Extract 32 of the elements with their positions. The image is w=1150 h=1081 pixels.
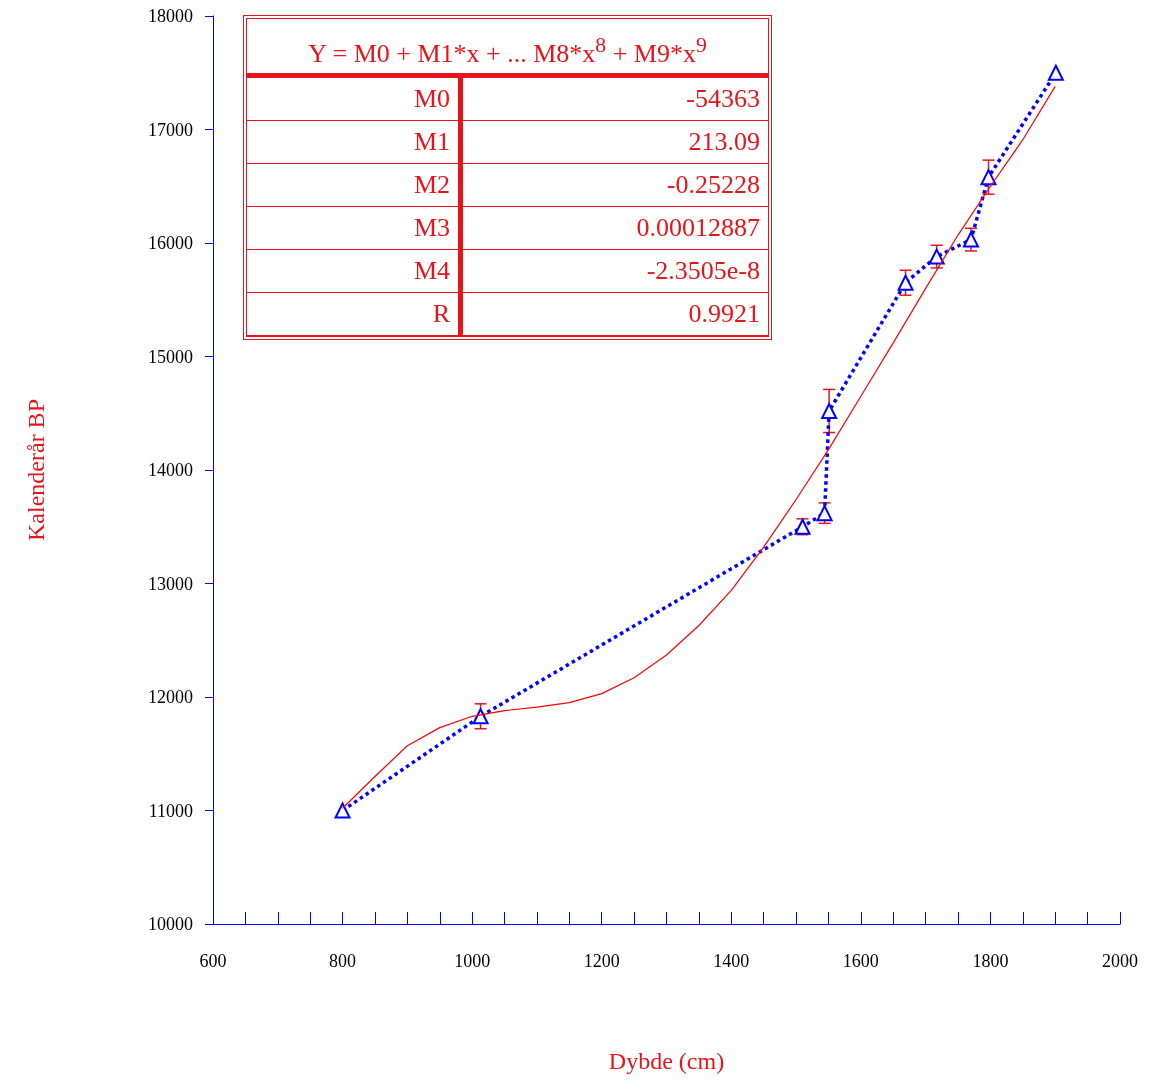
y-tick-label: 12000: [148, 687, 193, 707]
annotation: 0.00012887: [460, 206, 768, 250]
annotation: Y = M0 + M1*x + ... M8*x$^{8}$ + M9*x$^{9}$: [247, 19, 768, 78]
annotation: 213.09: [460, 120, 768, 164]
annotation: -54363: [460, 77, 768, 121]
x-tick-label: 1000: [454, 951, 491, 971]
annotation: M4: [247, 249, 461, 293]
x-axis-title: Dybde (cm): [608, 1048, 725, 1074]
y-tick-label: 10000: [148, 914, 193, 934]
annotation: R: [247, 292, 461, 336]
annotation: 0.9921: [460, 292, 768, 336]
y-tick-label: 14000: [148, 460, 193, 480]
y-tick-label: 17000: [148, 119, 193, 140]
x-tick-label: 600: [199, 951, 227, 971]
annotation: -0.25228: [460, 163, 768, 207]
annotation: M2: [247, 163, 461, 207]
annotation: -2.3505e-8: [460, 249, 768, 293]
y-tick-label: 16000: [148, 233, 193, 253]
y-axis-title: Kalenderår BP: [23, 399, 49, 541]
y-tick-label: 18000: [148, 6, 193, 26]
x-tick-label: 1200: [583, 951, 620, 971]
y-tick-label: 11000: [148, 800, 193, 821]
x-tick-label: 1600: [842, 951, 879, 971]
y-tick-label: 15000: [148, 346, 193, 367]
x-tick-label: 2000: [1102, 951, 1138, 971]
x-tick-label: 1800: [972, 951, 1009, 971]
x-tick-label: 1400: [713, 951, 750, 971]
x-tick-label: 800: [329, 951, 357, 971]
annotation: M1: [247, 120, 461, 164]
annotation: M0: [247, 77, 461, 121]
annotation: M3: [247, 206, 461, 250]
y-tick-label: 13000: [148, 573, 193, 594]
